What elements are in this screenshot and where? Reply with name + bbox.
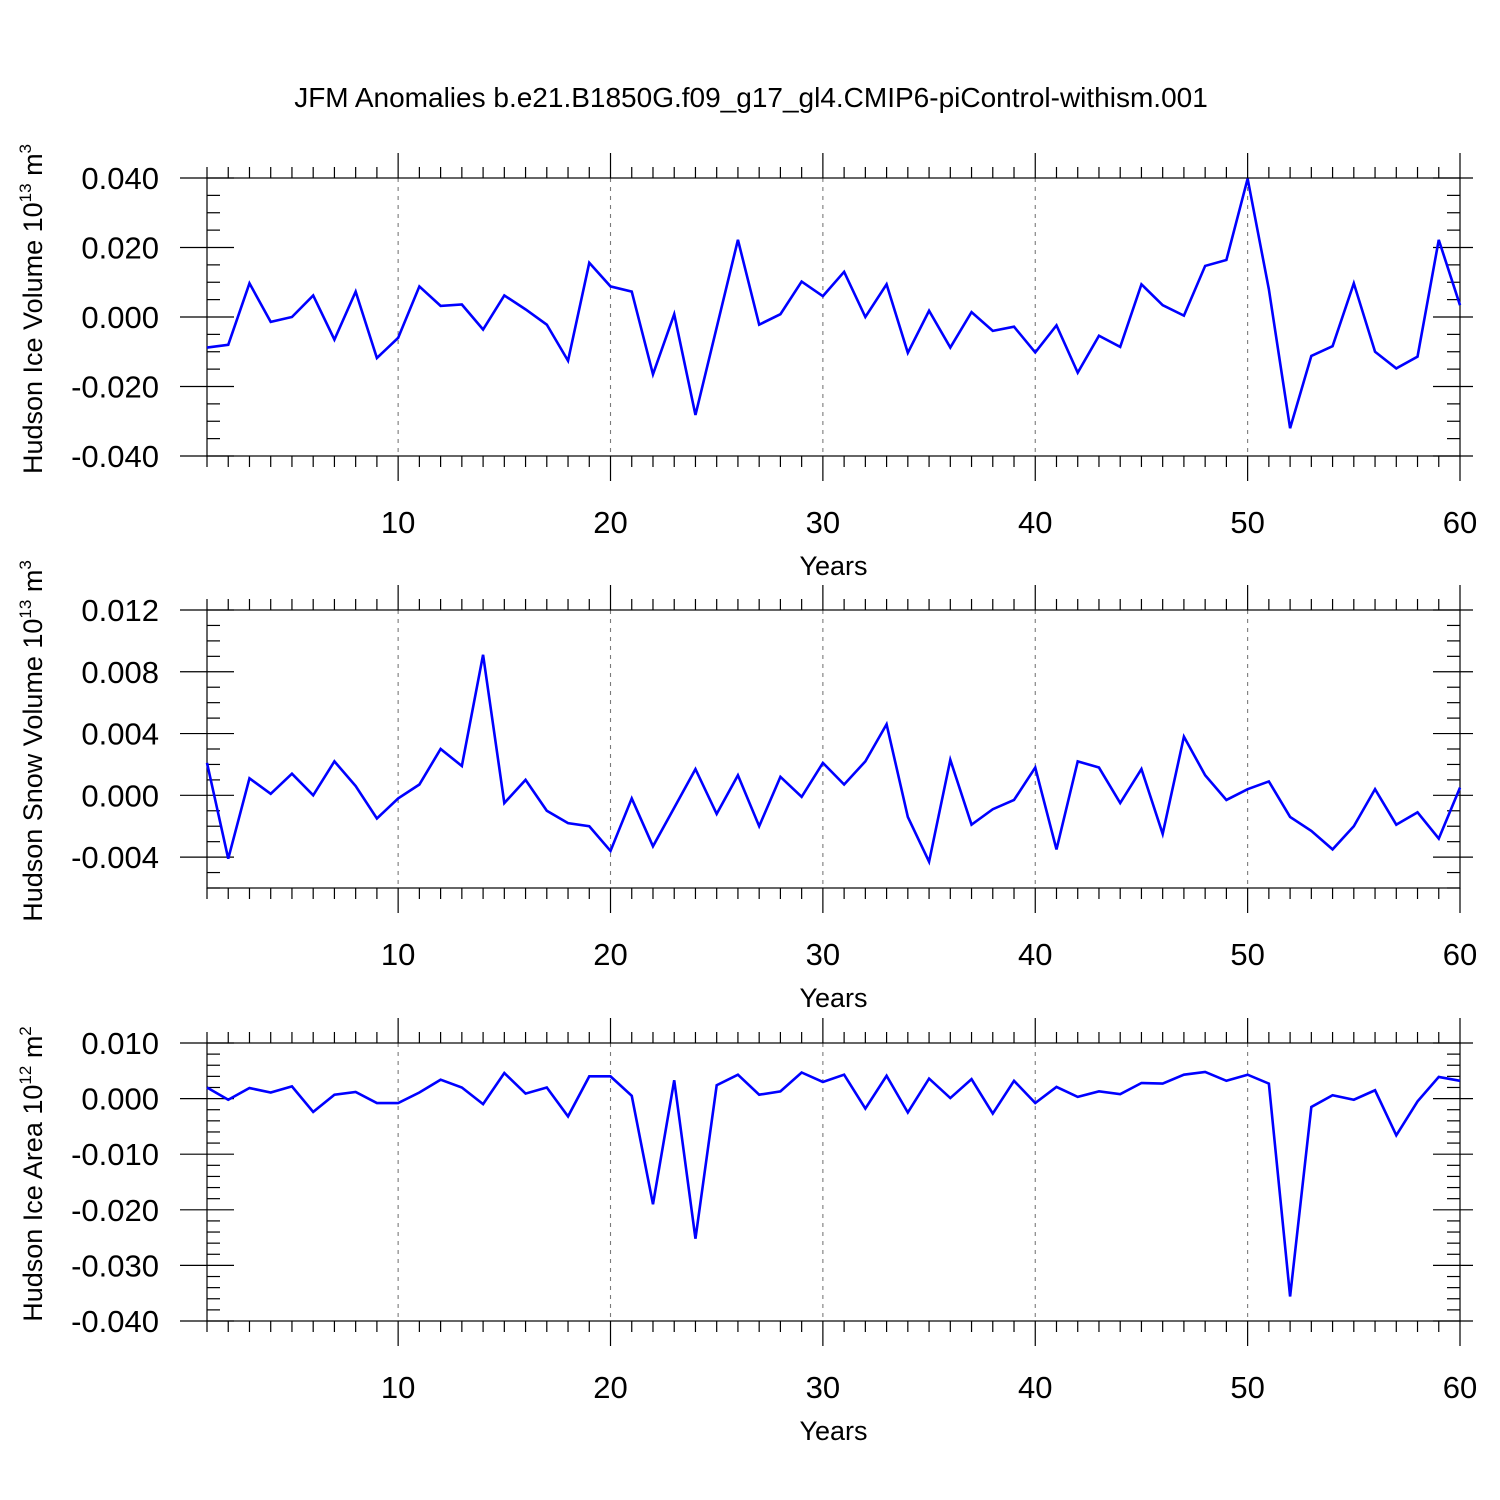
y-axis-label-unit-exponent: 3 — [16, 144, 35, 153]
y-tick-label: 0.000 — [81, 1082, 159, 1117]
x-tick-label: 10 — [381, 505, 415, 540]
x-tick-label: 50 — [1230, 937, 1264, 972]
y-tick-label: 0.000 — [81, 778, 159, 813]
y-tick-label: 0.020 — [81, 231, 159, 266]
y-axis-label-unit-exponent: 2 — [16, 1026, 35, 1035]
x-tick-label: 60 — [1443, 937, 1477, 972]
y-axis-label: Hudson Snow Volume 1013 m3 — [16, 560, 48, 922]
y-axis-label-main: Hudson Snow Volume 10 — [18, 619, 48, 922]
x-tick-label: 30 — [806, 937, 840, 972]
figure-title: JFM Anomalies b.e21.B1850G.f09_g17_gl4.C… — [294, 82, 1208, 113]
x-tick-label: 40 — [1018, 1370, 1052, 1405]
y-axis-label: Hudson Ice Area 1012 m2 — [16, 1026, 48, 1322]
x-tick-label: 20 — [593, 505, 627, 540]
panel-snow-volume: -0.004 0.000 0.004 0.008 0.012 10 20 30 40 50 60 Ye… — [16, 560, 1477, 1013]
x-axis-label: Years — [799, 551, 867, 581]
y-axis-label-unit: m — [18, 153, 48, 183]
y-tick-label: 0.000 — [81, 300, 159, 335]
y-tick-label: 0.010 — [81, 1026, 159, 1061]
x-tick-label: 30 — [806, 505, 840, 540]
y-tick-label: -0.020 — [71, 370, 159, 405]
panels: -0.040 -0.020 0.000 0.020 0.040 10 20 30 40 50 60 Y… — [16, 144, 1477, 1446]
series-line-ice-volume — [206, 178, 1462, 429]
y-tick-label: -0.004 — [71, 840, 159, 875]
y-tick-label: -0.020 — [71, 1193, 159, 1228]
y-axis-label-main: Hudson Ice Volume 10 — [18, 202, 48, 474]
series-line-snow-volume — [205, 654, 1462, 866]
x-tick-label: 20 — [593, 937, 627, 972]
x-axis-label: Years — [799, 983, 867, 1013]
y-axis-label-exponent: 13 — [16, 183, 35, 202]
y-axis-label-unit: m — [18, 570, 48, 600]
x-axis-label: Years — [799, 1416, 867, 1446]
x-tick-label: 40 — [1018, 505, 1052, 540]
series-line-ice-area — [206, 1070, 1461, 1297]
panel-ice-volume: -0.040 -0.020 0.000 0.020 0.040 10 20 30 40 50 60 Y… — [16, 144, 1477, 581]
x-tick-label: 10 — [381, 937, 415, 972]
y-axis-label-unit: m — [18, 1036, 48, 1066]
x-tick-label: 60 — [1443, 1370, 1477, 1405]
x-tick-label: 60 — [1443, 505, 1477, 540]
panel-ice-area: -0.040 -0.030 -0.020 -0.010 0.000 0.010 10 20 30… — [16, 1018, 1477, 1446]
y-axis-label-exponent: 13 — [16, 600, 35, 619]
y-tick-label: 0.004 — [81, 717, 159, 752]
y-tick-label: -0.040 — [71, 439, 159, 474]
y-axis-label-main: Hudson Ice Area 10 — [18, 1085, 48, 1322]
y-tick-label: 0.008 — [81, 655, 159, 690]
y-tick-label: 0.040 — [81, 161, 159, 196]
y-tick-label: -0.040 — [71, 1304, 159, 1339]
y-axis-label-unit-exponent: 3 — [16, 560, 35, 569]
y-tick-label: -0.030 — [71, 1248, 159, 1283]
x-tick-label: 40 — [1018, 937, 1052, 972]
plot-frame — [206, 1042, 1461, 1322]
y-tick-label: 0.012 — [81, 593, 159, 628]
y-tick-label: -0.010 — [71, 1137, 159, 1172]
x-tick-label: 20 — [593, 1370, 627, 1405]
x-tick-label: 50 — [1230, 505, 1264, 540]
x-tick-label: 50 — [1230, 1370, 1264, 1405]
plot-frame — [206, 177, 1461, 457]
y-axis-label: Hudson Ice Volume 1013 m3 — [16, 144, 48, 474]
plot-frame — [206, 609, 1461, 889]
x-tick-label: 30 — [806, 1370, 840, 1405]
x-tick-label: 10 — [381, 1370, 415, 1405]
y-axis-label-exponent: 12 — [16, 1066, 35, 1085]
